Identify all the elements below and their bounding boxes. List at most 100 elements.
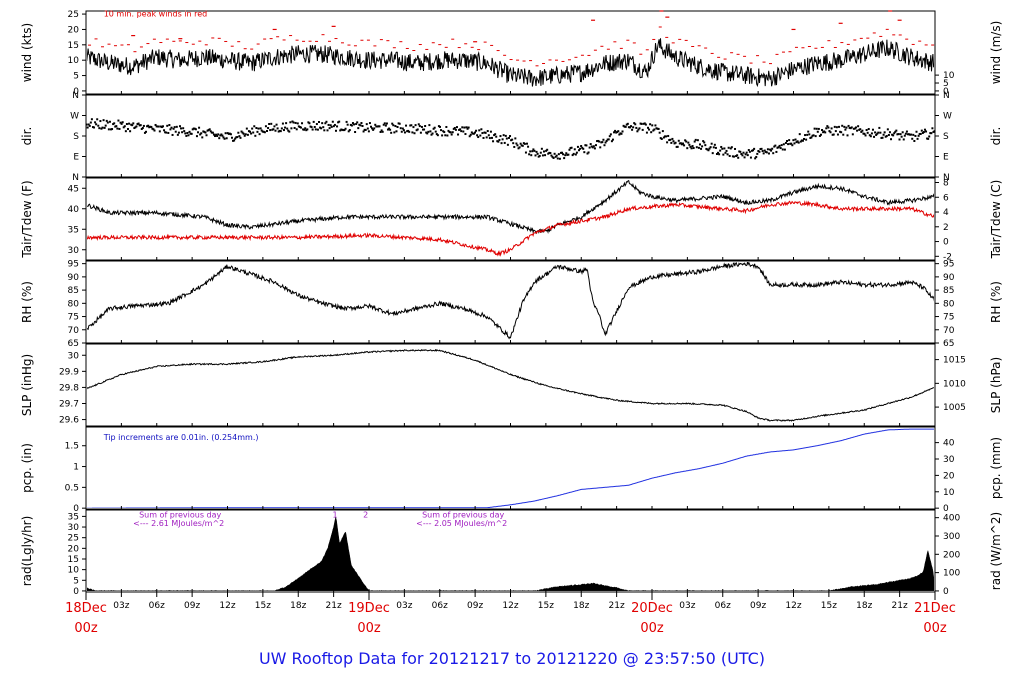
x-tick-label: 15z <box>538 601 554 611</box>
direction-point <box>645 131 648 134</box>
direction-point <box>313 125 316 128</box>
direction-point <box>332 125 335 128</box>
right-tick-label: N <box>943 91 950 101</box>
direction-point <box>558 157 561 160</box>
direction-point <box>200 132 203 135</box>
direction-point <box>180 127 183 130</box>
direction-point <box>151 127 154 130</box>
direction-point <box>388 127 391 130</box>
direction-point <box>257 127 260 130</box>
left-tick-label: 29.6 <box>59 416 79 426</box>
direction-point <box>624 125 627 128</box>
direction-point <box>132 122 135 125</box>
direction-point <box>113 122 116 125</box>
x-tick-label: 03z <box>679 601 695 611</box>
direction-point <box>155 125 158 128</box>
x-tick-label: 06z <box>432 601 448 611</box>
direction-point <box>873 135 876 138</box>
direction-point <box>424 125 427 128</box>
direction-point <box>185 134 188 137</box>
direction-point <box>290 127 293 130</box>
panel-frame <box>85 260 936 344</box>
direction-point <box>590 145 593 148</box>
direction-point <box>115 125 118 128</box>
direction-point <box>505 137 508 140</box>
direction-point <box>762 152 765 155</box>
direction-point <box>840 131 843 134</box>
direction-point <box>609 133 612 136</box>
direction-point <box>147 124 150 127</box>
left-tick-label: 30 <box>68 351 80 361</box>
direction-point <box>583 151 586 154</box>
x-time-label: 00z <box>640 621 664 636</box>
direction-point <box>895 129 898 132</box>
direction-point <box>321 122 324 125</box>
direction-point <box>544 154 547 157</box>
left-tick-label: 65 <box>68 339 79 349</box>
direction-point <box>823 130 826 133</box>
direction-point <box>848 126 851 129</box>
left-axis-title: dir. <box>20 127 34 146</box>
direction-point <box>372 128 375 131</box>
direction-point <box>118 127 121 130</box>
direction-point <box>702 140 705 143</box>
direction-point <box>349 123 352 126</box>
right-axis-title: Tair/Tdew (C) <box>989 180 1003 260</box>
direction-point <box>134 126 137 129</box>
direction-point <box>835 126 838 129</box>
direction-point <box>172 127 175 130</box>
left-tick-label: 29.9 <box>59 367 79 377</box>
direction-point <box>882 133 885 136</box>
direction-point <box>184 132 187 135</box>
direction-point <box>841 124 844 127</box>
direction-point <box>135 125 138 128</box>
direction-point <box>625 123 628 126</box>
direction-point <box>735 155 738 158</box>
direction-point <box>371 127 374 130</box>
direction-point <box>650 131 653 134</box>
right-axis-title: dir. <box>989 127 1003 146</box>
direction-point <box>125 123 128 126</box>
direction-point <box>620 132 623 135</box>
direction-point <box>668 139 671 142</box>
direction-point <box>539 151 542 154</box>
direction-point <box>146 125 149 128</box>
x-date-label: 21Dec <box>914 601 956 616</box>
direction-point <box>732 155 735 158</box>
direction-point <box>846 134 849 137</box>
direction-point <box>777 146 780 149</box>
direction-point <box>430 133 433 136</box>
direction-point <box>916 137 919 140</box>
direction-point <box>274 129 277 132</box>
direction-point <box>851 133 854 136</box>
direction-point <box>299 126 302 129</box>
direction-point <box>780 144 783 147</box>
direction-point <box>429 130 432 133</box>
direction-point <box>914 134 917 137</box>
direction-point <box>912 133 915 136</box>
direction-point <box>259 127 262 130</box>
series-line-air <box>87 179 934 235</box>
direction-point <box>422 128 425 131</box>
direction-point <box>834 130 837 133</box>
x-tick-label: 03z <box>396 601 412 611</box>
direction-point <box>223 137 226 140</box>
direction-point <box>602 138 605 141</box>
direction-point <box>107 128 110 131</box>
direction-point <box>692 147 695 150</box>
direction-point <box>922 131 925 134</box>
direction-point <box>417 123 420 126</box>
direction-point <box>175 125 178 128</box>
direction-point <box>400 130 403 133</box>
direction-point <box>743 156 746 159</box>
direction-point <box>564 154 567 157</box>
direction-point <box>465 126 468 129</box>
direction-point <box>640 122 643 125</box>
direction-point <box>696 139 699 142</box>
direction-point <box>767 152 770 155</box>
direction-point <box>774 144 777 147</box>
direction-point <box>686 147 689 150</box>
direction-point <box>221 134 224 137</box>
panel-slp: 29.6 29.7 29.8 29.9 30 1005 1010 1015 SLP (inHg)… <box>20 343 1003 427</box>
direction-point <box>294 121 297 124</box>
